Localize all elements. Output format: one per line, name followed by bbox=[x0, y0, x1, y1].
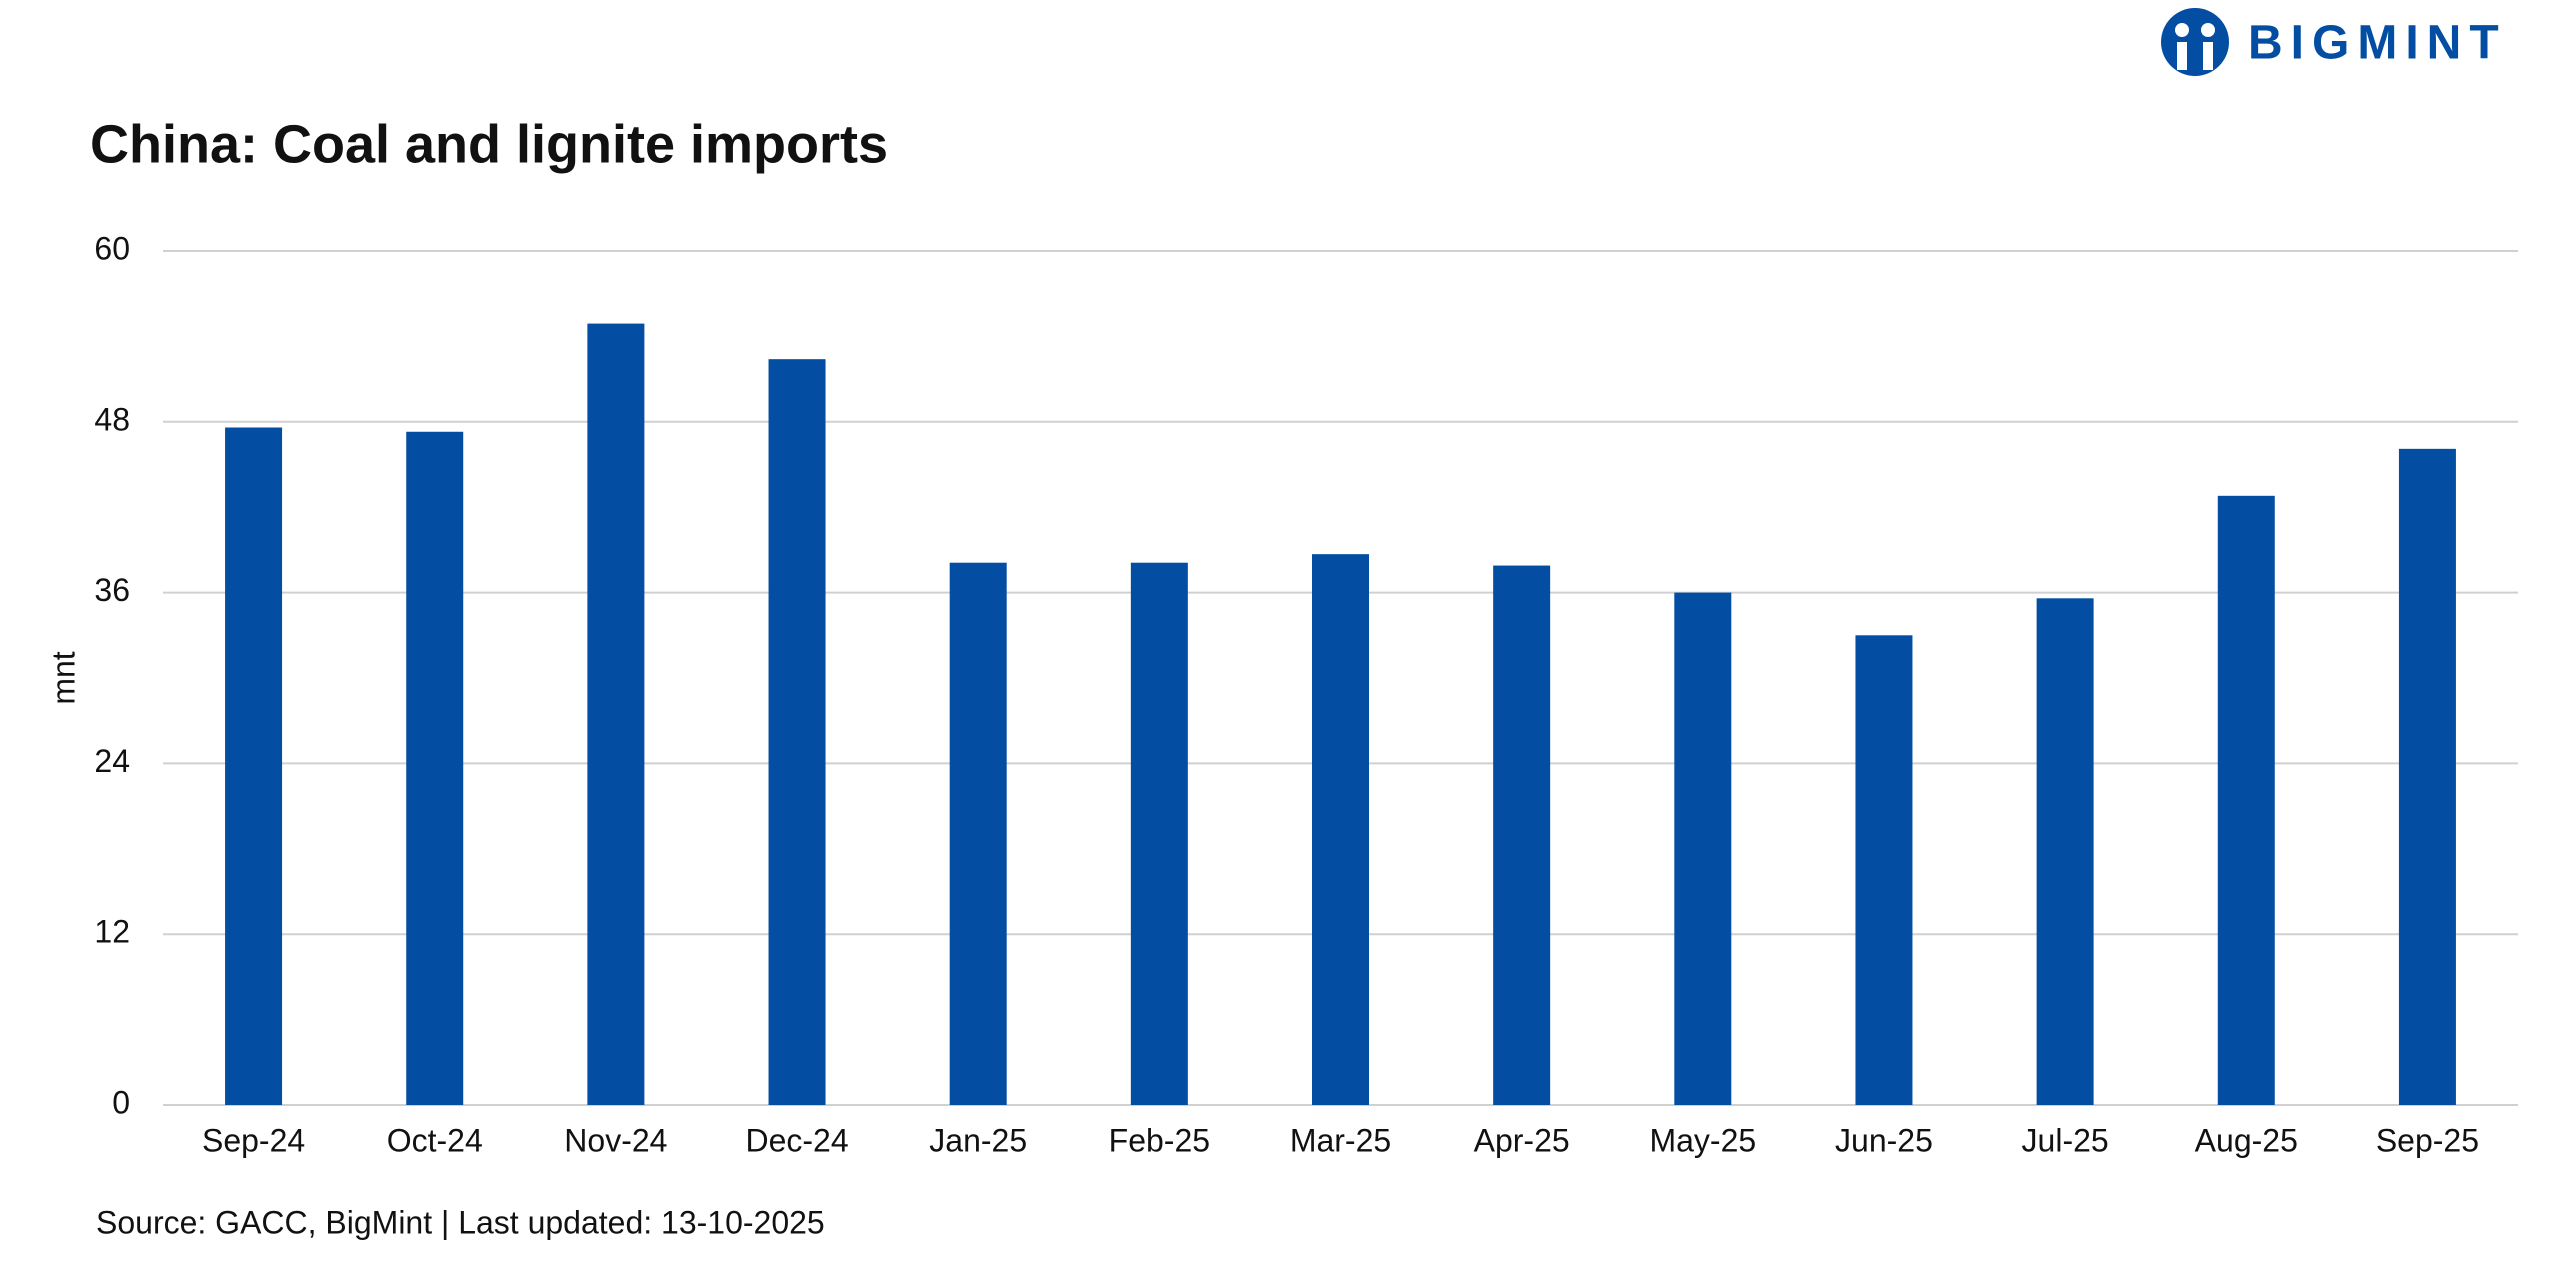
bar bbox=[949, 562, 1007, 1105]
x-tick-label: Feb-25 bbox=[1109, 1122, 1210, 1158]
bar bbox=[1674, 592, 1732, 1105]
bar bbox=[587, 323, 645, 1106]
bar bbox=[768, 359, 826, 1105]
x-tick-label: Mar-25 bbox=[1290, 1122, 1391, 1158]
y-tick-label: 0 bbox=[112, 1084, 130, 1120]
x-tick-label: Oct-24 bbox=[387, 1122, 483, 1158]
logo-icon bbox=[2161, 8, 2229, 76]
y-tick-label: 12 bbox=[94, 914, 130, 950]
bar bbox=[225, 427, 283, 1105]
x-tick-label: Jul-25 bbox=[2022, 1122, 2109, 1158]
x-tick-label: Apr-25 bbox=[1474, 1122, 1570, 1158]
y-tick-label: 24 bbox=[94, 743, 130, 779]
logo-text: BIGMINT bbox=[2248, 17, 2507, 70]
x-tick-label: Sep-24 bbox=[202, 1122, 305, 1158]
x-tick-label: Aug-25 bbox=[2195, 1122, 2298, 1158]
bar bbox=[1130, 562, 1188, 1105]
y-tick-label: 48 bbox=[94, 401, 130, 437]
x-tick-label: Dec-24 bbox=[745, 1122, 848, 1158]
bar bbox=[1855, 635, 1913, 1105]
y-axis-label: mnt bbox=[45, 651, 81, 704]
chart-title: China: Coal and lignite imports bbox=[90, 114, 888, 174]
x-tick-label: Jan-25 bbox=[929, 1122, 1027, 1158]
x-tick-label: Nov-24 bbox=[564, 1122, 667, 1158]
bar bbox=[2217, 495, 2275, 1105]
bar bbox=[2036, 598, 2094, 1105]
y-tick-label: 36 bbox=[94, 572, 130, 608]
bar bbox=[1493, 565, 1551, 1105]
source-note: Source: GACC, BigMint | Last updated: 13… bbox=[96, 1204, 825, 1240]
x-tick-label: May-25 bbox=[1649, 1122, 1756, 1158]
bar bbox=[2398, 448, 2456, 1105]
bar bbox=[406, 431, 464, 1106]
y-tick-label: 60 bbox=[94, 230, 130, 266]
x-tick-label: Jun-25 bbox=[1835, 1122, 1933, 1158]
x-tick-label: Sep-25 bbox=[2376, 1122, 2479, 1158]
bar bbox=[1312, 554, 1369, 1105]
